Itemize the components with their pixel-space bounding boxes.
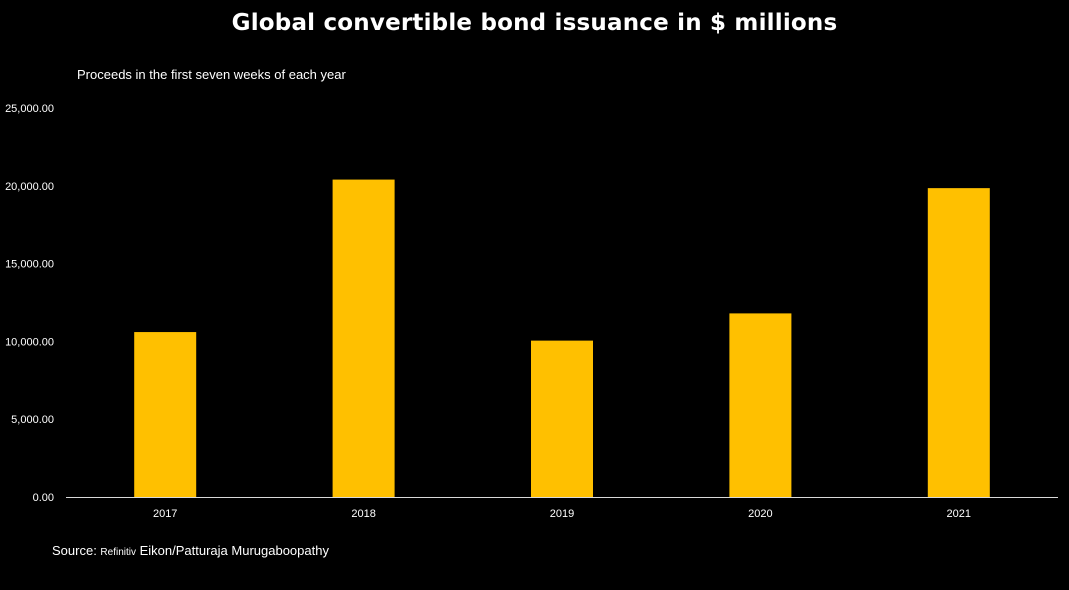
x-tick-label-2020: 2020 (748, 508, 772, 520)
y-tick-label: 15,000.00 (5, 259, 54, 271)
bar-2020 (729, 313, 792, 497)
x-tick-label-2019: 2019 (550, 508, 574, 520)
bar-2018 (332, 179, 395, 498)
source-rest: Eikon/Patturaja Murugaboopathy (136, 543, 329, 558)
chart-subtitle: Proceeds in the first seven weeks of eac… (77, 67, 346, 82)
source-provider: Refinitiv (100, 547, 136, 558)
x-tick-label-2017: 2017 (153, 508, 177, 520)
source-prefix: Source: (52, 543, 101, 558)
x-tick-label-2021: 2021 (947, 508, 971, 520)
y-tick-label: 10,000.00 (5, 336, 54, 348)
x-axis-labels: 2017 2018 2019 2020 2021 (153, 508, 971, 520)
y-tick-label: 25,000.00 (5, 103, 54, 115)
y-tick-label: 5,000.00 (11, 414, 54, 426)
y-tick-label: 0.00 (33, 492, 54, 504)
source-line: Source: Refinitiv Eikon/Patturaja Muruga… (52, 543, 329, 558)
chart-title: Global convertible bond issuance in $ mi… (231, 10, 838, 36)
y-axis-labels: 0.00 5,000.00 10,000.00 15,000.00 20,000.00 2… (5, 103, 54, 504)
bar-2021 (927, 188, 990, 497)
bars (134, 179, 990, 498)
bar-2019 (531, 340, 593, 497)
x-tick-label-2018: 2018 (351, 508, 375, 520)
y-tick-label: 20,000.00 (5, 181, 54, 193)
bar-2017 (134, 332, 197, 497)
